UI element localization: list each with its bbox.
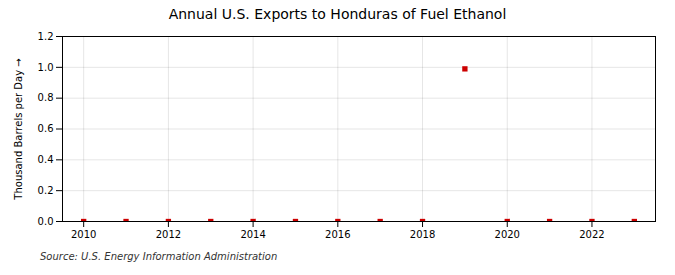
svg-text:1.2: 1.2: [38, 31, 54, 42]
svg-text:2014: 2014: [240, 229, 265, 240]
svg-text:0.8: 0.8: [38, 92, 54, 103]
svg-text:0.4: 0.4: [38, 154, 54, 165]
svg-text:2012: 2012: [156, 229, 181, 240]
svg-text:0.2: 0.2: [38, 185, 54, 196]
svg-text:2010: 2010: [71, 229, 96, 240]
html-text:Annual U.S. Exports to Hondura: Annual U.S. Exports to Honduras of Fuel …: [168, 6, 507, 22]
svg-text:0.6: 0.6: [38, 123, 54, 134]
svg-text:2018: 2018: [410, 229, 435, 240]
svg-text:Thousand Barrels per Day →: Thousand Barrels per Day →: [13, 58, 24, 200]
svg-text:1.0: 1.0: [38, 62, 54, 73]
html-text:Source: U.S. Energy Informatio: Source: U.S. Energy Information Administ…: [40, 251, 278, 262]
svg-text:2020: 2020: [495, 229, 520, 240]
svg-text:2022: 2022: [579, 229, 604, 240]
svg-text:0.0: 0.0: [38, 216, 54, 227]
svg-text:2016: 2016: [325, 229, 350, 240]
